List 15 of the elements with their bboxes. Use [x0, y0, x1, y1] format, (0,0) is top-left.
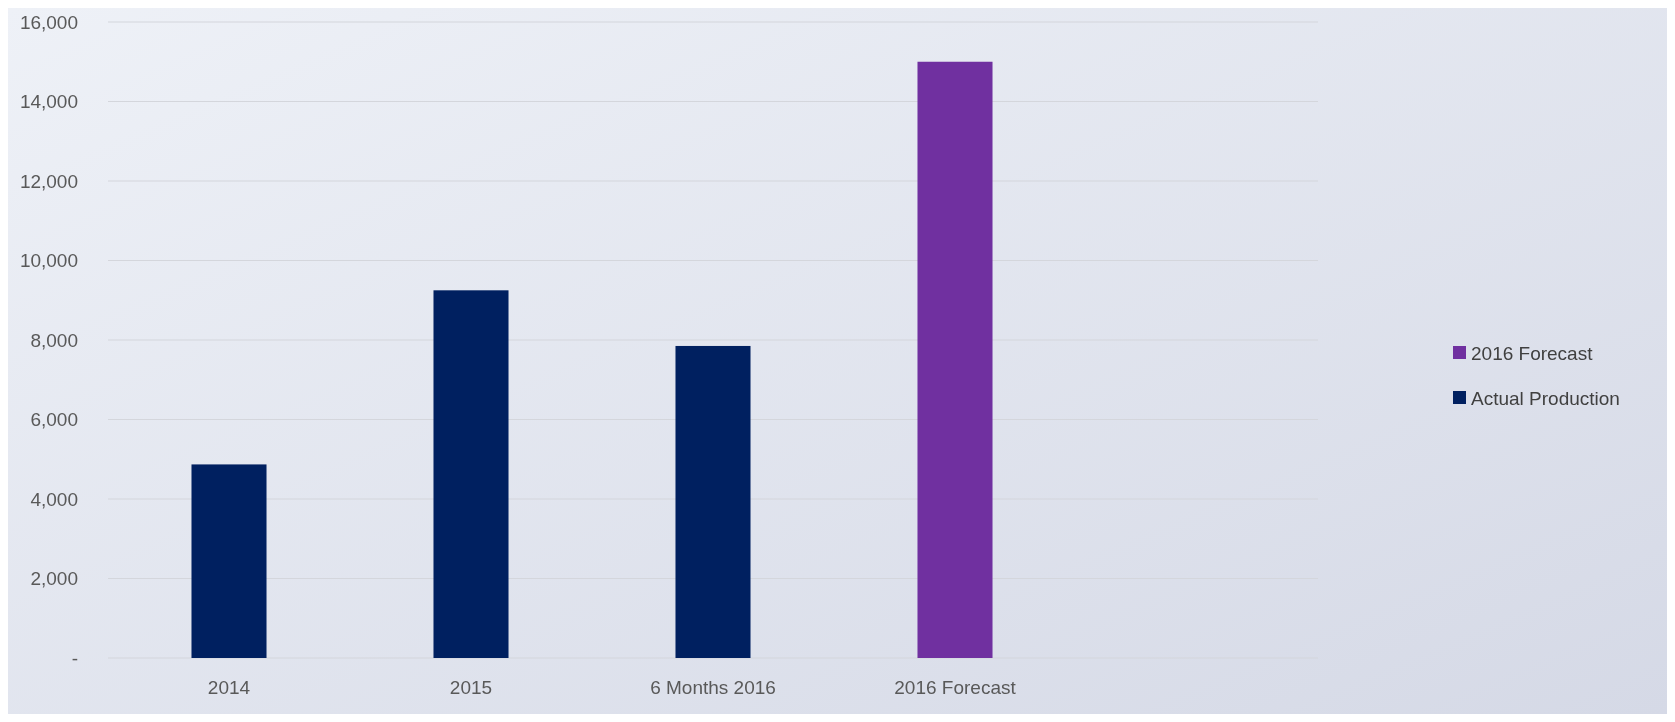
x-tick-label: 2016 Forecast	[894, 677, 1017, 698]
y-tick-label: 16,000	[19, 11, 78, 33]
y-tick-label: 10,000	[19, 250, 78, 272]
y-tick-label: 14,000	[19, 91, 78, 113]
y-tick-label: 4,000	[30, 488, 78, 510]
x-tick-label: 2015	[449, 677, 493, 698]
legend-label: 2016 Forecast	[1471, 342, 1594, 364]
legend-label: Actual Production	[1471, 387, 1620, 409]
y-tick-label: 6,000	[30, 409, 78, 431]
y-tick-label: -	[71, 647, 78, 669]
y-tick-label: 8,000	[30, 329, 78, 351]
x-tick-label: 2014	[207, 677, 251, 698]
x-tick-label: 6 Months 2016	[650, 677, 776, 698]
y-tick-label: 12,000	[19, 170, 78, 192]
y-tick-label: 2,000	[30, 568, 78, 590]
